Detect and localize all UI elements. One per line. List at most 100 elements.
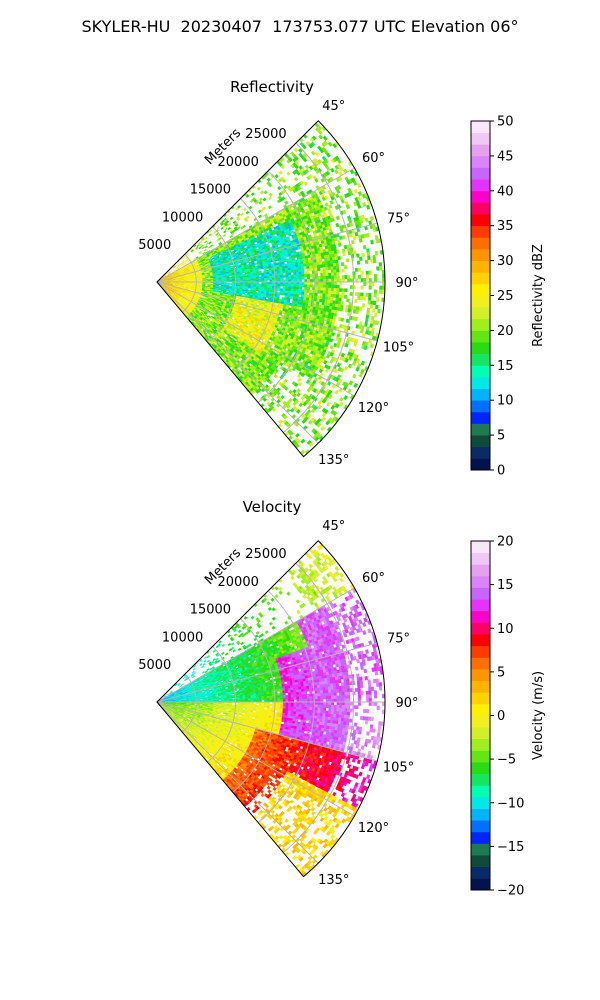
radar-gate: [359, 328, 364, 334]
radar-gate: [360, 292, 364, 297]
radar-gate: [279, 290, 283, 294]
radar-gate: [289, 295, 294, 299]
radar-gate: [288, 284, 292, 287]
radar-gate: [325, 290, 329, 295]
radar-gate: [362, 244, 367, 250]
radar-gate: [346, 298, 350, 303]
radar-gate: [342, 209, 347, 215]
radar-gate: [295, 271, 300, 275]
radar-gate: [320, 189, 326, 195]
radar-gate: [287, 367, 293, 373]
radar-gate: [287, 291, 291, 294]
radar-gate: [290, 291, 294, 295]
radar-gate: [304, 273, 308, 278]
radar-gate: [223, 230, 227, 234]
radar-gate: [347, 363, 353, 369]
radar-gate: [365, 232, 370, 238]
radar-gate: [199, 251, 203, 255]
radar-gate: [302, 157, 308, 163]
radar-gate: [309, 292, 313, 296]
radar-gate: [347, 275, 351, 279]
radar-gate: [365, 292, 369, 297]
radar-gate: [322, 290, 326, 294]
radar-gate: [293, 274, 297, 278]
radar-gate: [356, 260, 361, 265]
radar-gate: [301, 274, 305, 278]
radar-gate: [379, 285, 383, 291]
radar-gate: [355, 366, 360, 372]
radar-gate: [336, 284, 340, 289]
radar-gate: [327, 296, 331, 301]
radar-gate: [256, 186, 261, 191]
radar-gate: [293, 272, 297, 275]
radar-gate: [230, 232, 235, 236]
radar-gate: [295, 269, 299, 273]
radar-gate: [281, 196, 286, 201]
radar-gate: [266, 273, 270, 277]
radar-gate: [333, 291, 337, 295]
radar-gate: [250, 278, 254, 281]
radar-gate: [311, 135, 317, 141]
radar-gate: [347, 278, 351, 283]
radar-gate: [315, 151, 321, 157]
radar-gate: [352, 180, 358, 186]
radar-gate: [303, 266, 307, 270]
radar-gate: [333, 236, 338, 242]
radar-gate: [339, 401, 344, 407]
radar-gate: [245, 215, 250, 220]
radar-gate: [314, 267, 318, 272]
radar-gate: [306, 268, 310, 272]
radar-gate: [309, 268, 313, 272]
radar-gate: [348, 302, 352, 307]
radar-gate: [285, 274, 289, 278]
radar-gate: [320, 273, 324, 277]
radar-gate: [207, 276, 211, 278]
radar-gate: [314, 295, 318, 299]
radar-gate: [298, 269, 302, 273]
radar-gate: [367, 255, 371, 260]
radar-gate: [245, 194, 250, 199]
radar-gate: [314, 273, 318, 277]
radar-gate: [266, 283, 270, 287]
radar-gate: [365, 274, 370, 279]
radar-gate: [377, 308, 381, 314]
radar-gate: [250, 192, 255, 197]
radar-gate: [373, 293, 377, 298]
radar-gate: [368, 281, 372, 286]
radar-gate: [339, 288, 343, 292]
radar-gate: [277, 271, 281, 274]
radar-gate: [239, 278, 243, 281]
radar-gate: [329, 200, 334, 205]
radar-gate: [250, 283, 254, 286]
radar-gate: [330, 272, 335, 277]
radar-gate: [258, 200, 263, 205]
radar-gate: [265, 295, 269, 298]
radar-gate: [327, 293, 332, 298]
radar-gate: [304, 271, 308, 275]
radar-gate: [180, 262, 184, 265]
radar-gate: [330, 294, 334, 298]
radar-gate: [317, 267, 321, 271]
radar-gate: [268, 183, 273, 188]
radar-gate: [368, 278, 372, 283]
radar-gate: [301, 144, 307, 150]
radar-gate: [333, 288, 337, 292]
radar-gate: [227, 222, 232, 227]
radar-gate: [199, 243, 203, 247]
radar-gate: [225, 220, 230, 224]
radar-gate: [303, 181, 308, 186]
radar-gate: [269, 273, 273, 277]
radar-gate: [285, 286, 289, 290]
radar-gate: [303, 292, 307, 296]
radar-gate: [297, 381, 303, 387]
radar-gate: [304, 286, 308, 291]
radar-gate: [330, 287, 335, 292]
radar-gate: [181, 259, 185, 263]
radar-gate: [347, 308, 352, 313]
radar-gate: [174, 264, 178, 267]
radar-gate: [323, 275, 327, 280]
radar-gate: [336, 275, 340, 280]
radar-gate: [296, 185, 302, 191]
radar-gate: [280, 275, 284, 278]
